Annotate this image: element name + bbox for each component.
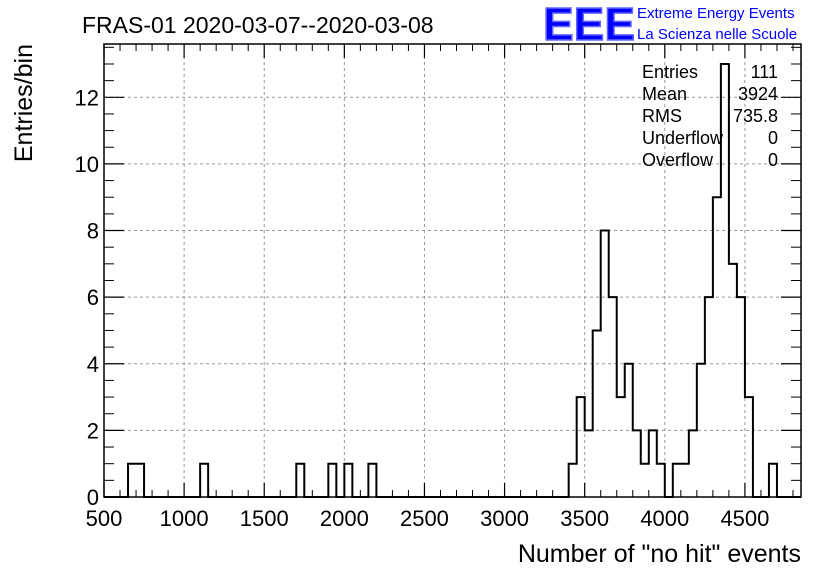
- y-tick-label: 12: [75, 85, 99, 110]
- y-tick-label: 2: [87, 418, 99, 443]
- stats-label: RMS: [642, 106, 682, 126]
- x-tick-label: 4500: [720, 506, 769, 531]
- stats-label: Underflow: [642, 128, 724, 148]
- stats-value: 111: [751, 62, 778, 82]
- x-tick-label: 4000: [640, 506, 689, 531]
- x-tick-label: 3000: [480, 506, 529, 531]
- x-tick-label: 3500: [560, 506, 609, 531]
- y-axis-label: Entries/bin: [10, 44, 38, 162]
- y-tick-label: 6: [87, 285, 99, 310]
- x-tick-label: 1000: [160, 506, 209, 531]
- y-tick-label: 10: [75, 152, 99, 177]
- logo-mark: EEE: [543, 0, 635, 50]
- x-axis-label: Number of "no hit" events: [518, 540, 801, 568]
- eee-logo: EEE Extreme Energy Events La Scienza nel…: [542, 0, 797, 51]
- stats-value: 0: [768, 150, 778, 170]
- x-tick-label: 1500: [240, 506, 289, 531]
- x-tick-label: 500: [86, 506, 123, 531]
- y-tick-label: 4: [87, 352, 99, 377]
- logo-line-1: Extreme Energy Events: [637, 5, 795, 22]
- x-tick-label: 2000: [320, 506, 369, 531]
- chart-title: FRAS-01 2020-03-07--2020-03-08: [82, 12, 434, 38]
- stats-box: Entries 111 Mean 3924 RMS 735.8 Underflow 0 Over…: [642, 62, 778, 170]
- stats-label: Mean: [642, 84, 687, 104]
- grid-lines: [104, 44, 801, 497]
- x-tick-label: 2500: [400, 506, 449, 531]
- stats-label: Overflow: [642, 150, 714, 170]
- y-tick-label: 8: [87, 219, 99, 244]
- plot-frame: [103, 43, 802, 498]
- stats-value: 3924: [738, 84, 778, 104]
- stats-value: 0: [768, 128, 778, 148]
- y-tick-label: 0: [87, 485, 99, 510]
- logo-line-2: La Scienza nelle Scuole: [637, 26, 797, 43]
- stats-label: Entries: [642, 62, 698, 82]
- stats-value: 735.8: [733, 106, 778, 126]
- axis-ticks: 500 1000 1500 2000 2500 3000 3500 4000 450002468…: [75, 44, 801, 531]
